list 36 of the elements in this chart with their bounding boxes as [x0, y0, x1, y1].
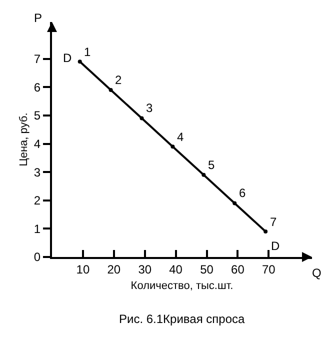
x-tick-label: 10	[76, 262, 90, 276]
y-tick-label: 0	[34, 250, 41, 264]
y-axis-title: Цена, руб.	[18, 112, 30, 166]
text: Q	[312, 266, 322, 280]
text: Рис. 6.1Кривая спроса	[119, 312, 246, 326]
y-tick-label: 7	[34, 52, 41, 66]
y-tick-label: 4	[34, 136, 41, 151]
annotation: 6	[239, 186, 246, 200]
point	[170, 144, 175, 149]
annotation: 3	[146, 101, 153, 115]
x-tick-label: 40	[169, 262, 183, 276]
annotation: 7	[270, 215, 277, 229]
annotation: 1	[84, 45, 91, 59]
y-tick-label: 3	[34, 165, 41, 180]
point	[202, 172, 206, 177]
x-axis-title: Количество, тыс.шт.	[130, 280, 234, 292]
annotation: 4	[177, 130, 184, 144]
x-tick-label: 70	[262, 262, 276, 276]
point	[78, 60, 82, 64]
y-tick-label: 6	[34, 80, 41, 94]
point	[108, 88, 113, 92]
y-tick-label: 5	[34, 108, 41, 123]
annotation: D	[63, 51, 72, 65]
y-tick-label: 2	[34, 194, 41, 208]
y-tick-label: 1	[34, 222, 41, 236]
annotation: 2	[115, 73, 122, 87]
x-tick-label: 30	[138, 262, 152, 276]
annotation: 5	[208, 158, 215, 172]
annotation: D	[271, 239, 280, 253]
point	[264, 230, 268, 234]
text: P	[34, 11, 42, 25]
x-tick-label: 50	[200, 262, 214, 276]
x-tick-label: 60	[231, 262, 245, 276]
x-tick-label: 20	[107, 262, 121, 276]
point	[140, 116, 144, 120]
point	[232, 201, 237, 206]
